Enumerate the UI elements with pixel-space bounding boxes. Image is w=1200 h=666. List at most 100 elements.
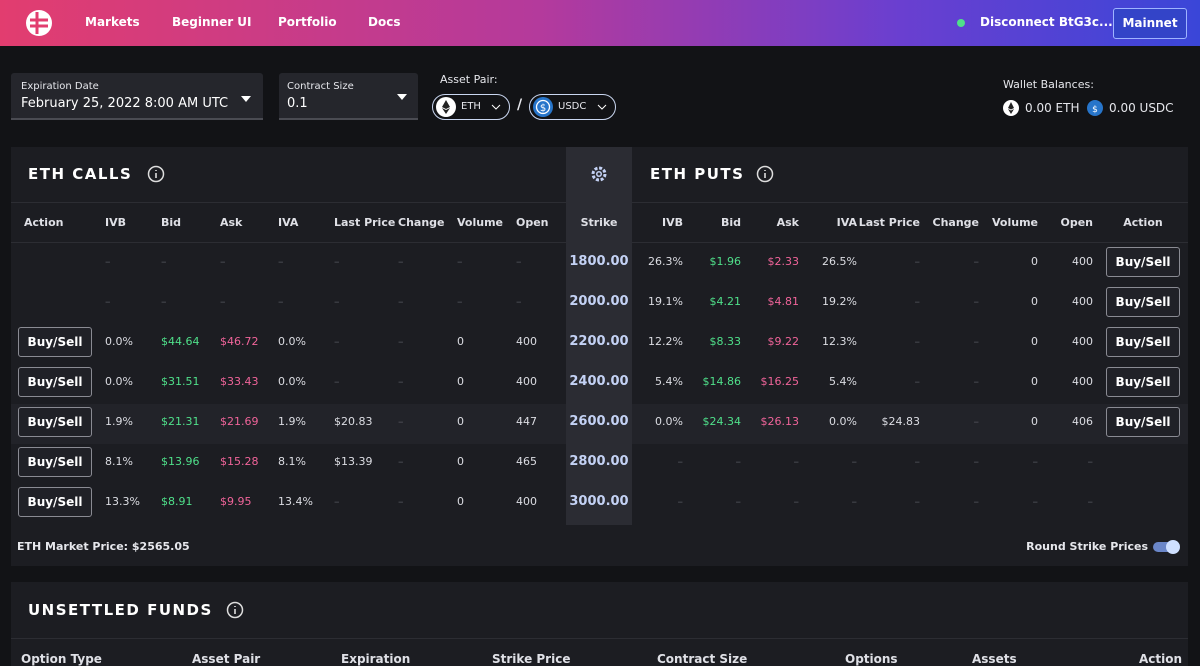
column-header: Action — [1123, 216, 1163, 229]
put-cell: 0.0% — [655, 415, 683, 428]
puts-title: ETH PUTS — [650, 165, 745, 183]
buy-sell-button[interactable]: Buy/Sell — [18, 327, 92, 357]
put-cell: – — [914, 255, 921, 268]
buy-sell-button[interactable]: Buy/Sell — [1106, 327, 1180, 357]
put-cell: $4.21 — [709, 295, 742, 308]
status-dot — [957, 19, 965, 27]
put-cell: – — [973, 255, 980, 268]
call-cell: – — [161, 255, 167, 268]
put-cell: – — [793, 455, 800, 468]
put-cell: – — [1032, 455, 1039, 468]
nav-link[interactable]: Portfolio — [278, 15, 337, 29]
call-cell: – — [334, 255, 340, 268]
call-cell: – — [516, 295, 522, 308]
put-cell: – — [973, 455, 980, 468]
column-header: Expiration — [341, 652, 411, 666]
buy-sell-button[interactable]: Buy/Sell — [1106, 287, 1180, 317]
contract-size-select[interactable] — [279, 73, 418, 120]
buy-sell-button[interactable]: Buy/Sell — [1106, 407, 1180, 437]
put-cell: 406 — [1072, 415, 1093, 428]
put-cell: $24.34 — [702, 415, 742, 428]
round-strikes-toggle[interactable] — [1153, 540, 1180, 554]
settings-icon[interactable] — [590, 165, 608, 183]
call-cell: 0 — [457, 495, 464, 508]
balance: 0.00 USDC — [1109, 101, 1174, 115]
label: Contract Size — [287, 81, 354, 92]
call-cell: – — [161, 295, 167, 308]
wallet-button[interactable]: Disconnect BtG3c... — [980, 15, 1113, 29]
call-cell: – — [220, 255, 226, 268]
put-cell: $26.13 — [760, 415, 800, 428]
info-icon[interactable] — [226, 601, 244, 619]
toggle-knob — [1166, 540, 1180, 554]
column-header: Volume — [457, 216, 503, 229]
call-cell: 0.0% — [105, 335, 133, 348]
call-cell: 447 — [516, 415, 537, 428]
call-cell: $20.83 — [334, 415, 373, 428]
call-cell: – — [334, 295, 340, 308]
nav-bar — [0, 0, 1200, 46]
column-header: Bid — [161, 216, 182, 229]
put-cell: 26.3% — [648, 255, 683, 268]
put-cell: – — [1087, 495, 1094, 508]
call-cell: 0 — [457, 335, 464, 348]
buy-sell-button[interactable]: Buy/Sell — [1106, 247, 1180, 277]
column-header: Open — [1060, 216, 1093, 229]
put-cell: 19.1% — [648, 295, 683, 308]
label: Expiration Date — [21, 81, 99, 92]
column-header: Open — [516, 216, 549, 229]
column-header: Change — [398, 216, 445, 229]
strike-column — [566, 147, 632, 525]
calls-title: ETH CALLS — [28, 165, 133, 183]
nav-link[interactable]: Markets — [85, 15, 140, 29]
put-cell: 5.4% — [655, 375, 683, 388]
put-cell: – — [677, 495, 684, 508]
expiration-select[interactable] — [11, 73, 263, 120]
buy-sell-button[interactable]: Buy/Sell — [18, 447, 92, 477]
strike-price: 2600.00 — [569, 414, 629, 429]
buy-sell-button[interactable]: Buy/Sell — [1106, 367, 1180, 397]
balance: 0.00 ETH — [1025, 101, 1080, 115]
quote-asset-select[interactable]: $ USDC — [529, 94, 616, 120]
put-cell: – — [677, 455, 684, 468]
value: February 25, 2022 8:00 AM UTC — [21, 96, 229, 111]
separator: / — [517, 97, 523, 113]
call-cell: – — [516, 255, 522, 268]
call-cell: $21.31 — [161, 415, 200, 428]
logo[interactable] — [24, 8, 54, 38]
put-cell: 0 — [1031, 335, 1038, 348]
put-cell: 12.3% — [822, 335, 857, 348]
call-cell: 0 — [457, 415, 464, 428]
column-header: Strike Price — [492, 652, 571, 666]
call-cell: 400 — [516, 495, 537, 508]
call-cell: $15.28 — [220, 455, 259, 468]
eth-icon — [1003, 100, 1019, 116]
unsettled-panel — [11, 582, 1188, 666]
nav-link[interactable]: Docs — [368, 15, 401, 29]
asset: ETH — [461, 101, 481, 112]
put-cell: 0 — [1031, 375, 1038, 388]
nav-link[interactable]: Beginner UI — [172, 15, 252, 29]
put-cell: – — [914, 335, 921, 348]
info-icon[interactable] — [756, 165, 774, 183]
put-cell: – — [735, 495, 742, 508]
put-cell: 19.2% — [822, 295, 857, 308]
put-cell: – — [914, 495, 921, 508]
buy-sell-button[interactable]: Buy/Sell — [18, 487, 92, 517]
buy-sell-button[interactable]: Buy/Sell — [18, 367, 92, 397]
buy-sell-button[interactable]: Buy/Sell — [18, 407, 92, 437]
put-cell: $8.33 — [709, 335, 742, 348]
network-button[interactable]: Mainnet — [1113, 8, 1187, 39]
call-cell: $13.39 — [334, 455, 373, 468]
call-cell: 400 — [516, 375, 537, 388]
call-cell: 400 — [516, 335, 537, 348]
call-cell: – — [457, 295, 463, 308]
column-header: IVB — [105, 216, 126, 229]
base-asset-select[interactable]: ETH — [432, 94, 510, 120]
put-cell: – — [1087, 455, 1094, 468]
info-icon[interactable] — [147, 165, 165, 183]
put-cell: – — [914, 295, 921, 308]
put-cell: 5.4% — [829, 375, 857, 388]
usdc-icon: $ — [1087, 100, 1103, 116]
call-cell: – — [398, 255, 404, 268]
